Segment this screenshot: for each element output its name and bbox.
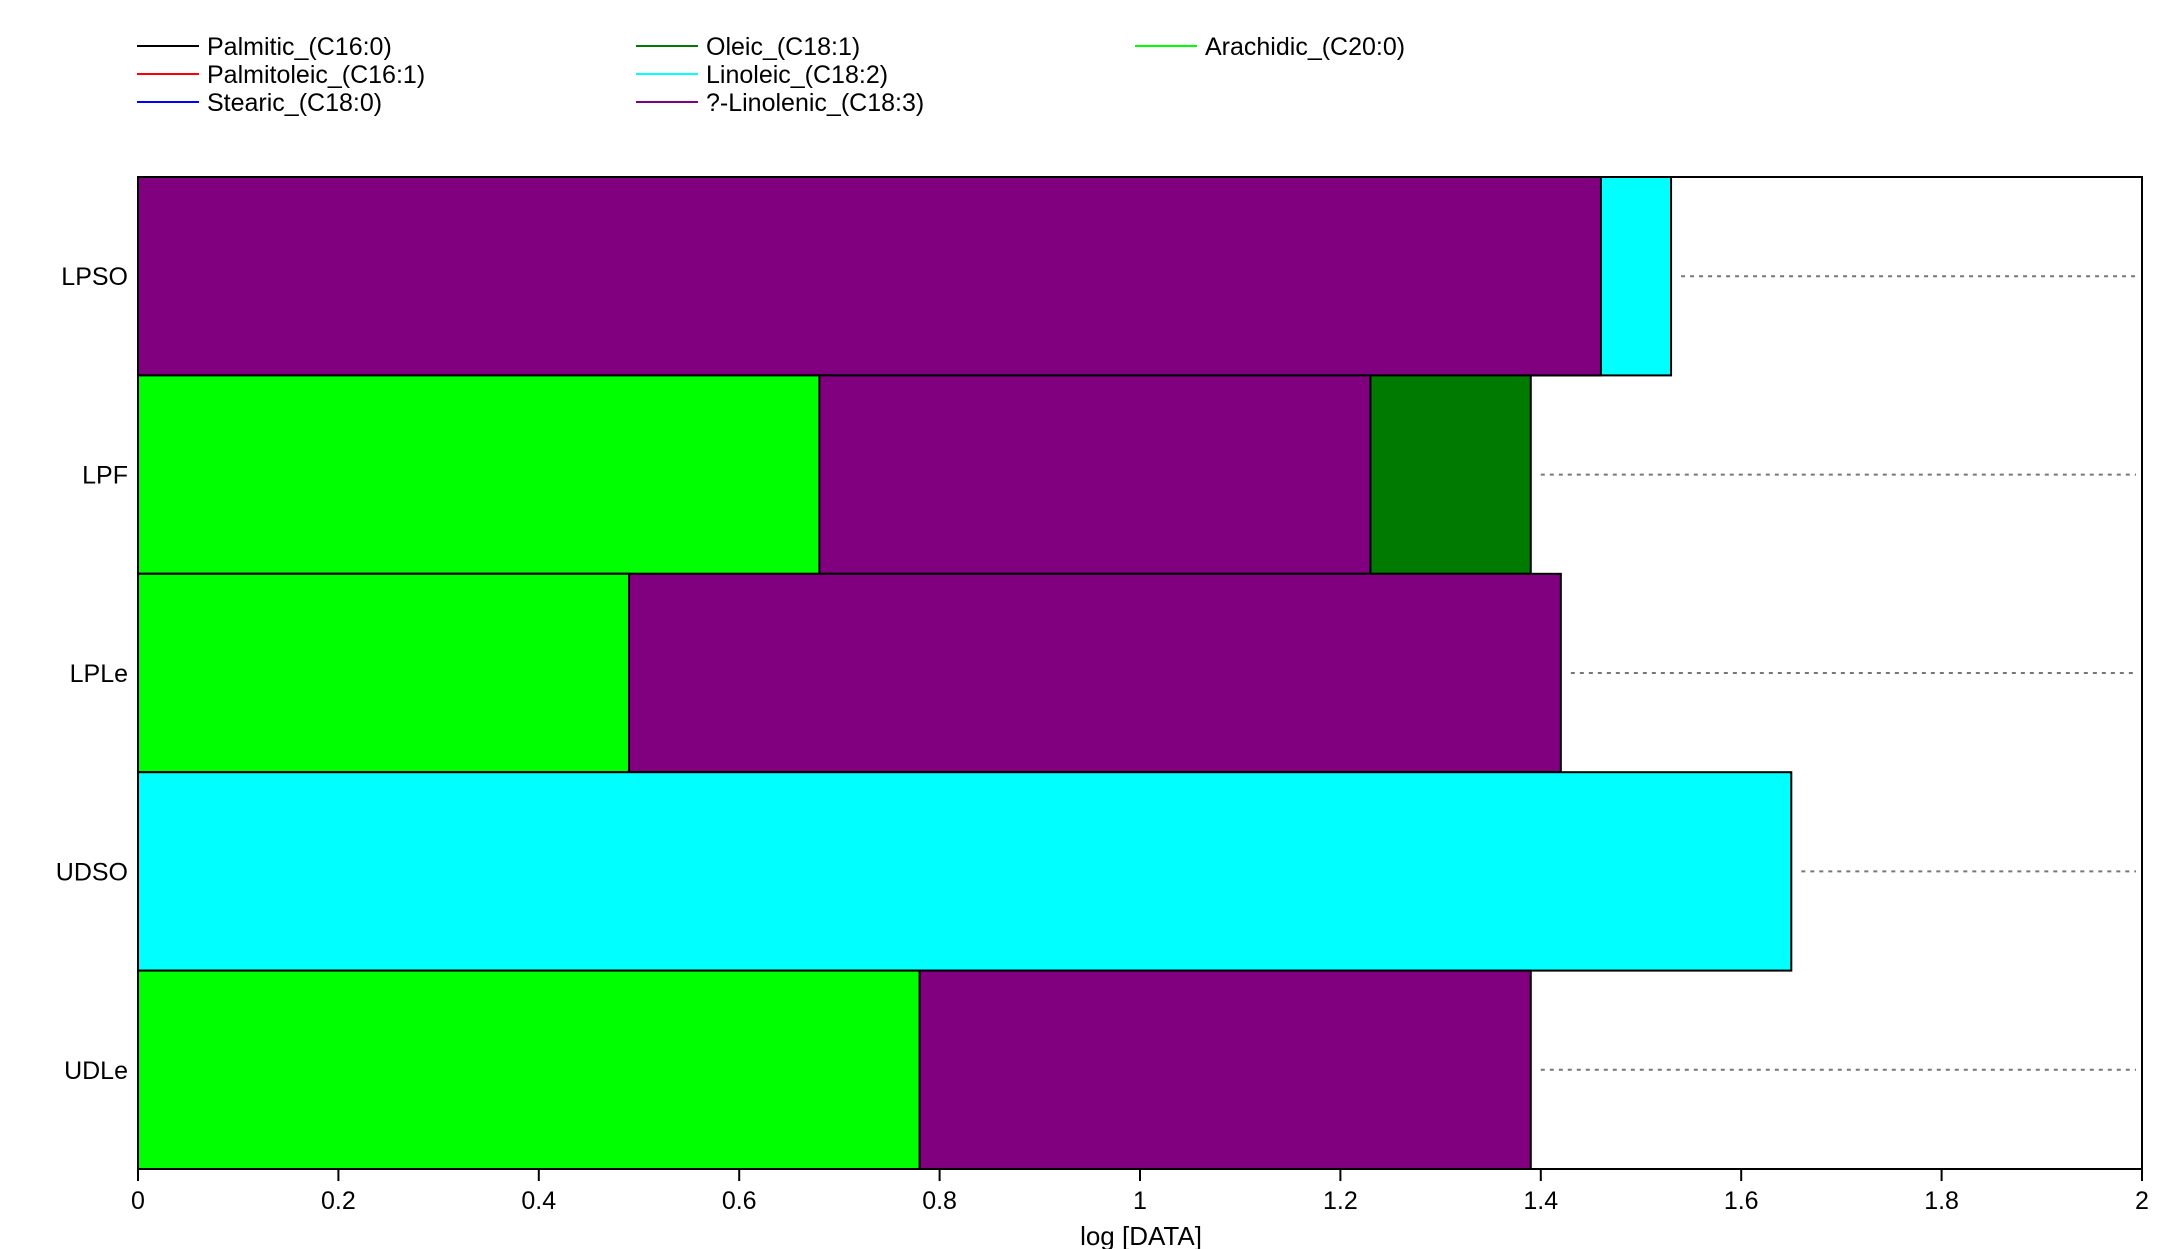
x-tick-label: 0 — [131, 1187, 145, 1215]
legend-label: Arachidic_(C20:0) — [1205, 33, 1405, 61]
y-tick-label: UDSO — [56, 858, 128, 886]
x-tick-label: 1.4 — [1523, 1187, 1558, 1215]
legend-label: Oleic_(C18:1) — [706, 33, 860, 61]
legend-label: Stearic_(C18:0) — [207, 89, 382, 117]
bar-lple-arachidic-c20-0 — [137, 572, 630, 774]
bars — [137, 176, 1793, 1170]
y-tick-label: LPLe — [70, 660, 128, 688]
x-tick-label: 1.8 — [1924, 1187, 1959, 1215]
legend-label: Palmitic_(C16:0) — [207, 33, 392, 61]
y-tick-label: LPF — [82, 462, 128, 490]
x-tick-label: 2 — [2135, 1187, 2149, 1215]
reference-lines — [1540, 275, 2136, 1071]
x-axis-title: log [DATA] — [1080, 1221, 1202, 1249]
x-tick-label: 0.4 — [521, 1187, 556, 1215]
y-tick-label: UDLe — [64, 1057, 128, 1085]
x-tick-label: 1 — [1133, 1187, 1147, 1215]
x-tick-label: 1.2 — [1323, 1187, 1358, 1215]
x-axis: 0 0.2 0.4 0.6 0.8 1 1.2 1.4 1.6 1.8 2 — [131, 1169, 2149, 1215]
y-tick-label: LPSO — [61, 263, 128, 291]
x-tick-label: 0.2 — [321, 1187, 356, 1215]
x-tick-label: 1.6 — [1724, 1187, 1759, 1215]
bar-lpf-arachidic-c20-0 — [137, 374, 821, 575]
legend-label: Palmitoleic_(C16:1) — [207, 61, 425, 89]
x-tick-label: 0.6 — [722, 1187, 757, 1215]
y-axis: LPSO LPF LPLe UDSO UDLe — [56, 263, 128, 1085]
legend-label: ?-Linolenic_(C18:3) — [706, 89, 924, 117]
x-tick-label: 0.8 — [922, 1187, 957, 1215]
bar-udso-linoleic-c18-2 — [137, 771, 1793, 972]
legend-label: Linoleic_(C18:2) — [706, 61, 888, 89]
bar-udle-arachidic-c20-0 — [137, 969, 921, 1170]
bar-lpso-linolenic-c18-3 — [137, 176, 1602, 377]
legend: Palmitic_(C16:0)Palmitoleic_(C16:1)Stear… — [137, 33, 1405, 117]
